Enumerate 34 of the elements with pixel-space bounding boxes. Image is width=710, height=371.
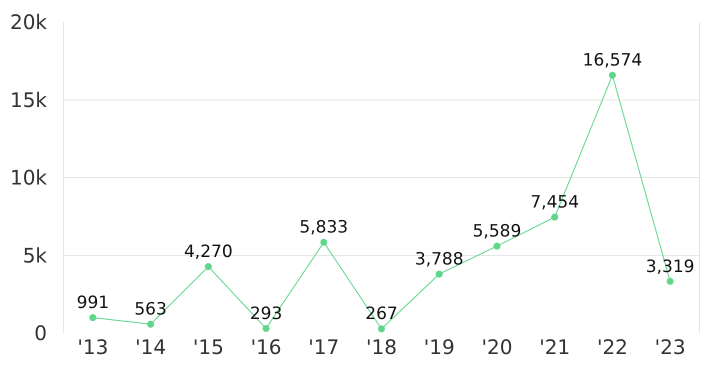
y-tick-label: 10k [10, 166, 48, 190]
data-label: 16,574 [582, 50, 642, 71]
data-label: 991 [76, 292, 110, 313]
x-tick-label: '14 [135, 335, 166, 359]
y-tick-label: 20k [10, 10, 48, 34]
x-tick-label: '21 [539, 335, 570, 359]
x-tick-label: '18 [366, 335, 397, 359]
y-tick-label: 5k [22, 243, 48, 268]
point [666, 278, 674, 285]
x-tick-label: '23 [654, 335, 686, 359]
point [493, 242, 500, 250]
x-tick-label: '16 [250, 335, 282, 359]
x-tick-label: '15 [192, 335, 224, 359]
x-tick-label: '22 [596, 335, 628, 359]
x-tick-label: '19 [424, 335, 455, 359]
point [436, 270, 443, 278]
data-label: 4,270 [184, 242, 233, 262]
y-tick-label: 15k [10, 88, 48, 112]
data-label: 3,788 [414, 249, 464, 270]
x-tick-label: '13 [77, 335, 108, 359]
data-label: 5,833 [299, 218, 348, 238]
point [378, 325, 385, 332]
point [608, 72, 616, 79]
point [262, 324, 270, 332]
x-tick-label: '17 [308, 335, 340, 359]
data-label: 5,589 [472, 221, 522, 242]
point [551, 214, 558, 221]
point [320, 238, 328, 246]
point [147, 320, 154, 328]
x-tick-label: '20 [481, 335, 512, 359]
y-tick-label: 0 [34, 321, 47, 345]
point [204, 263, 212, 270]
point [89, 314, 96, 322]
data-label: 563 [134, 300, 167, 320]
